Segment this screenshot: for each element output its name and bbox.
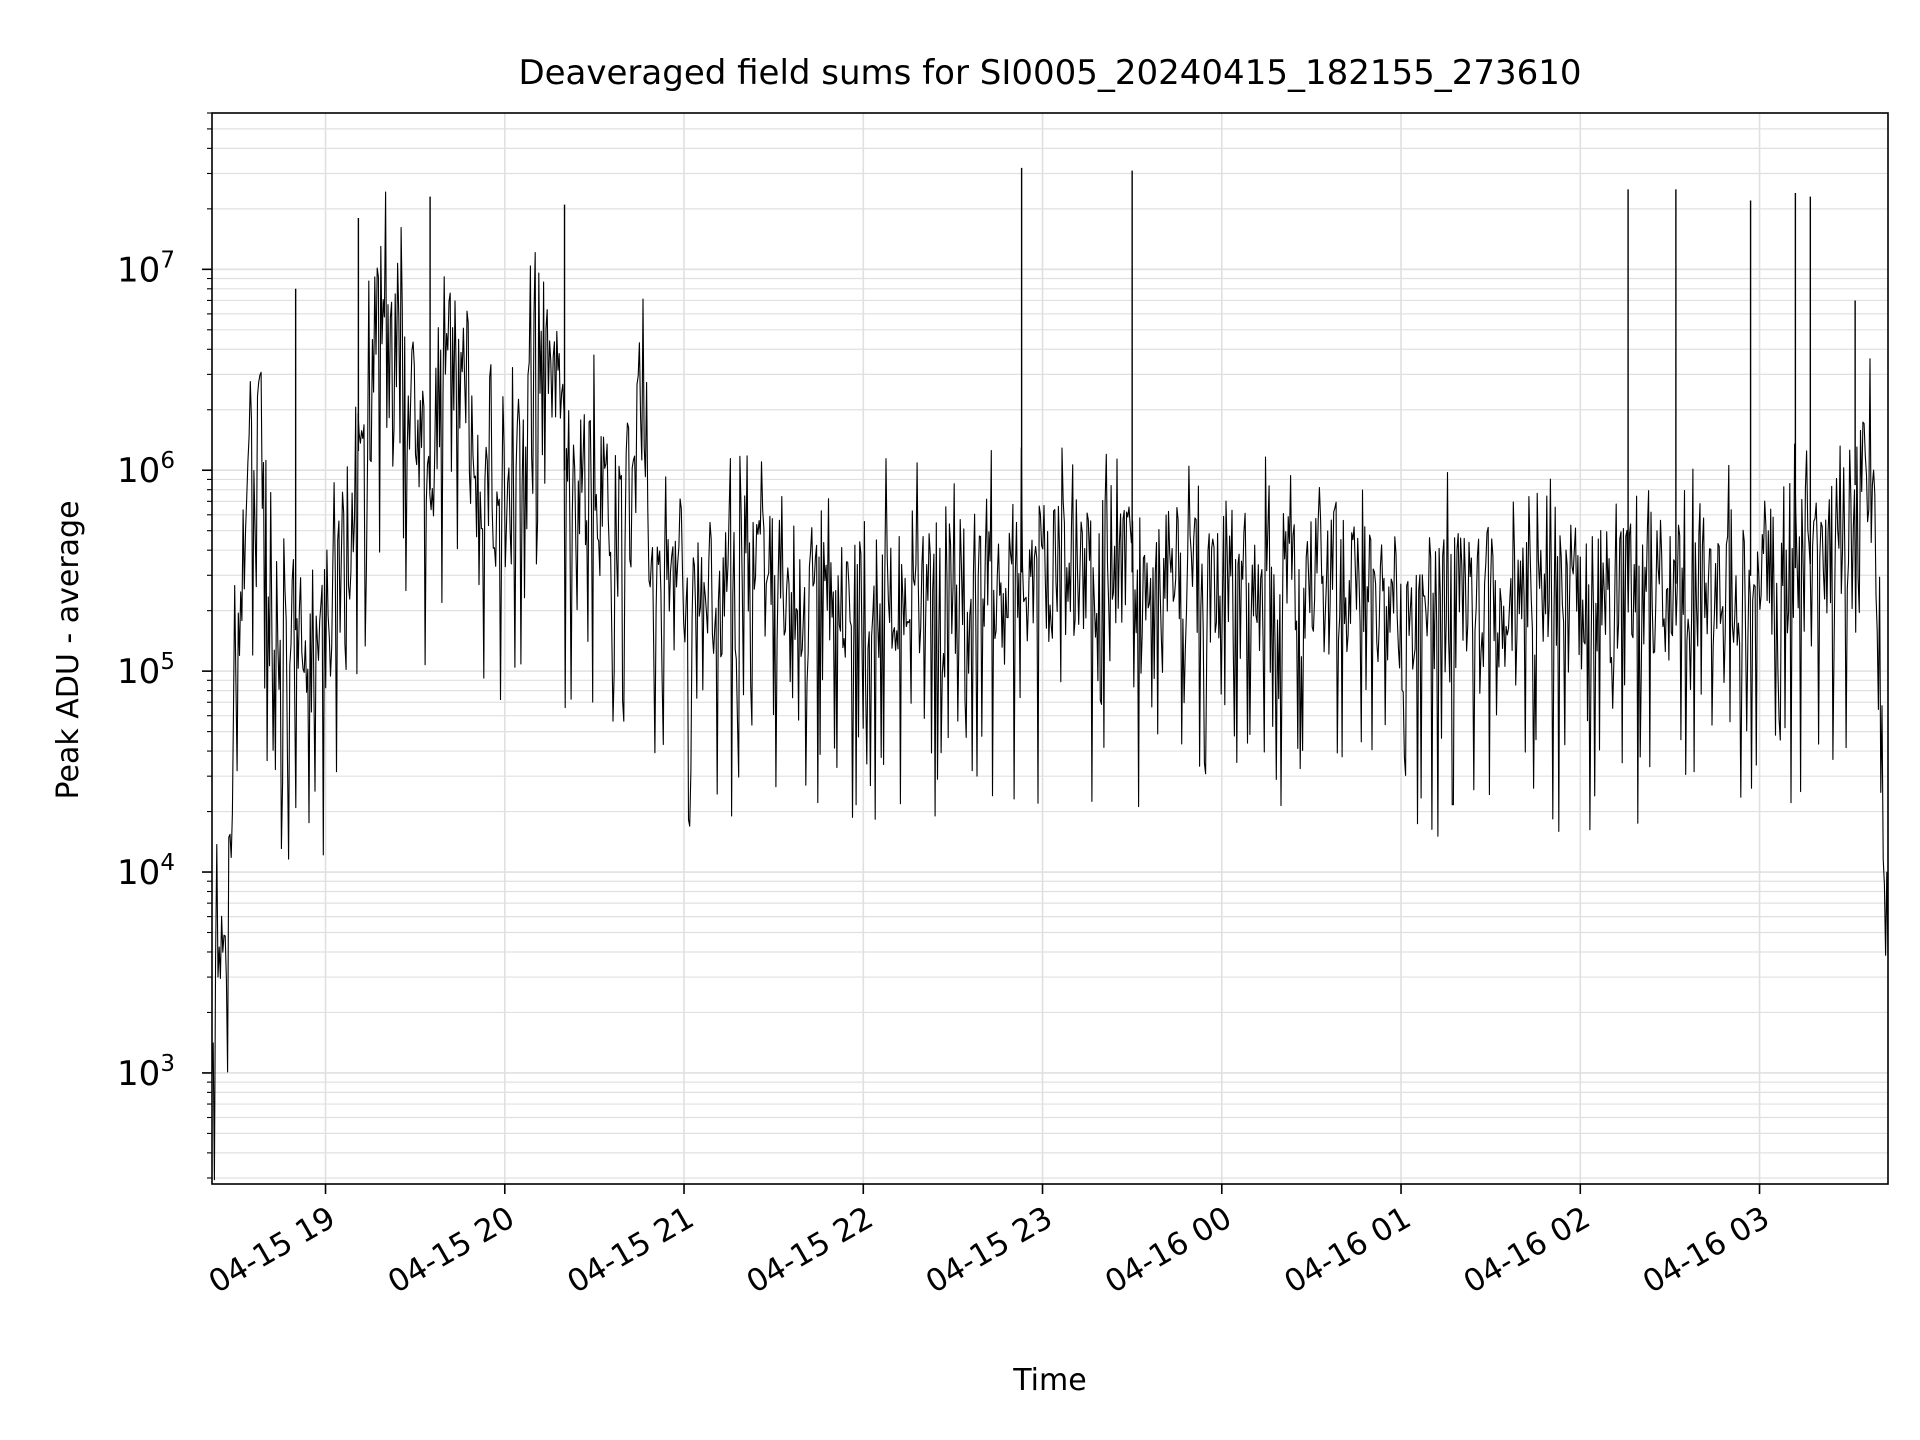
y-axis-label: Peak ADU - average	[51, 500, 86, 799]
y-tick-label: 104	[117, 850, 175, 893]
chart-title: Deaveraged field sums for SI0005_2024041…	[518, 53, 1581, 93]
y-tick-label: 107	[117, 247, 175, 290]
data-series	[211, 167, 1889, 1181]
y-tick-label: 103	[117, 1051, 175, 1094]
x-axis-label: Time	[1012, 1363, 1086, 1398]
plot-frame	[211, 112, 1889, 1185]
grid-lines	[212, 112, 1888, 1184]
data-line	[211, 191, 1889, 1181]
y-tick-label: 106	[117, 448, 175, 491]
y-tick-label: 105	[117, 649, 175, 692]
